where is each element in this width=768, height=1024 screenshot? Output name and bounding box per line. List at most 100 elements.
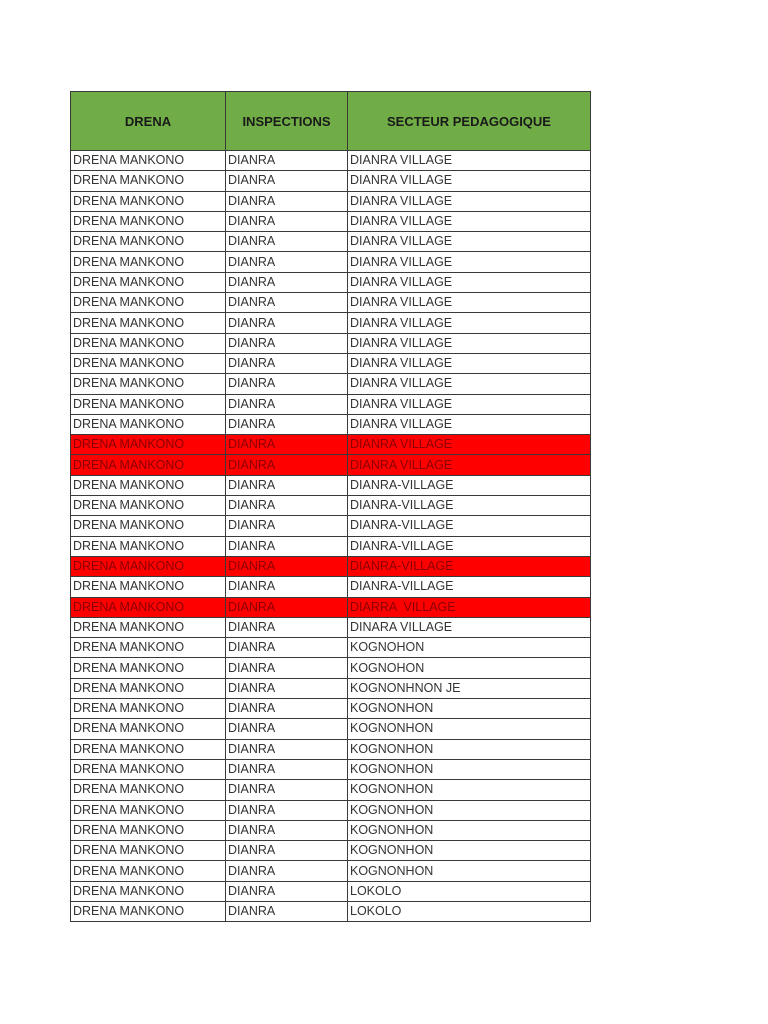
cell-secteur: DIANRA VILLAGE <box>347 149 591 172</box>
cell-secteur: DIANRA VILLAGE <box>347 434 591 456</box>
table-row: DRENA MANKONO DIANRA DIANRA VILLAGE <box>70 352 591 375</box>
cell-secteur: LOKOLO <box>347 900 591 923</box>
cell-drena: DRENA MANKONO <box>70 312 226 334</box>
table-row: DRENA MANKONO DIANRA DIANRA VILLAGE <box>70 271 591 294</box>
cell-inspection: DIANRA <box>225 637 348 659</box>
cell-inspection: DIANRA <box>225 149 348 172</box>
cell-drena: DRENA MANKONO <box>70 576 226 598</box>
cell-drena: DRENA MANKONO <box>70 657 226 679</box>
cell-secteur: DIARRA VILLAGE <box>347 596 591 618</box>
cell-secteur: DIANRA VILLAGE <box>347 251 591 273</box>
cell-drena: DRENA MANKONO <box>70 779 226 801</box>
cell-inspection: DIANRA <box>225 352 348 375</box>
cell-drena: DRENA MANKONO <box>70 596 226 618</box>
cell-inspection: DIANRA <box>225 657 348 679</box>
table-row: DRENA MANKONO DIANRA DIANRA VILLAGE <box>70 312 591 334</box>
cell-inspection: DIANRA <box>225 251 348 273</box>
cell-secteur: DIANRA VILLAGE <box>347 312 591 334</box>
table-row: DRENA MANKONO DIANRA DIANRA VILLAGE <box>70 292 591 314</box>
cell-secteur: KOGNONHON <box>347 840 591 862</box>
table-row: DRENA MANKONO DIANRA KOGNONHON <box>70 738 591 760</box>
cell-secteur: DIANRA VILLAGE <box>347 190 591 212</box>
cell-secteur: DIANRA VILLAGE <box>347 231 591 253</box>
cell-inspection: DIANRA <box>225 495 348 517</box>
table-row: DRENA MANKONO DIANRA DIANRA VILLAGE <box>70 332 591 354</box>
cell-drena: DRENA MANKONO <box>70 758 226 781</box>
table-row: DRENA MANKONO DIANRA DIANRA VILLAGE <box>70 149 591 172</box>
cell-drena: DRENA MANKONO <box>70 352 226 375</box>
cell-secteur: LOKOLO <box>347 880 591 902</box>
table-row: DRENA MANKONO DIANRA KOGNONHON <box>70 819 591 842</box>
table-row-highlighted: DRENA MANKONO DIANRA DIANRA VILLAGE <box>70 434 591 456</box>
cell-drena: DRENA MANKONO <box>70 332 226 354</box>
cell-secteur: KOGNOHON <box>347 657 591 679</box>
cell-drena: DRENA MANKONO <box>70 393 226 415</box>
table-row: DRENA MANKONO DIANRA DIANRA VILLAGE <box>70 231 591 253</box>
table-row-highlighted: DRENA MANKONO DIANRA DIARRA VILLAGE <box>70 596 591 618</box>
cell-secteur: DIANRA VILLAGE <box>347 454 591 476</box>
cell-secteur: KOGNONHON <box>347 718 591 740</box>
header-secteur-pedagogique: SECTEUR PEDAGOGIQUE <box>347 91 591 151</box>
cell-inspection: DIANRA <box>225 779 348 801</box>
cell-inspection: DIANRA <box>225 170 348 192</box>
cell-inspection: DIANRA <box>225 819 348 842</box>
cell-drena: DRENA MANKONO <box>70 190 226 212</box>
cell-inspection: DIANRA <box>225 677 348 700</box>
table-row: DRENA MANKONO DIANRA KOGNONHON <box>70 799 591 821</box>
cell-drena: DRENA MANKONO <box>70 840 226 862</box>
cell-drena: DRENA MANKONO <box>70 413 226 436</box>
table-row: DRENA MANKONO DIANRA KOGNONHON <box>70 698 591 720</box>
cell-inspection: DIANRA <box>225 758 348 781</box>
table-row: DRENA MANKONO DIANRA LOKOLO <box>70 900 591 923</box>
cell-drena: DRENA MANKONO <box>70 292 226 314</box>
cell-inspection: DIANRA <box>225 698 348 720</box>
table-row: DRENA MANKONO DIANRA DIANRA VILLAGE <box>70 190 591 212</box>
table-row: DRENA MANKONO DIANRA DIANRA VILLAGE <box>70 210 591 233</box>
cell-drena: DRENA MANKONO <box>70 616 226 639</box>
cell-drena: DRENA MANKONO <box>70 677 226 700</box>
cell-secteur: KOGNOHON <box>347 637 591 659</box>
cell-drena: DRENA MANKONO <box>70 474 226 497</box>
cell-secteur: DIANRA VILLAGE <box>347 373 591 395</box>
table-row: DRENA MANKONO DIANRA DIANRA VILLAGE <box>70 251 591 273</box>
cell-secteur: DIANRA VILLAGE <box>347 393 591 415</box>
table-row: DRENA MANKONO DIANRA DIANRA-VILLAGE <box>70 576 591 598</box>
cell-inspection: DIANRA <box>225 535 348 557</box>
table-row: DRENA MANKONO DIANRA KOGNOHON <box>70 637 591 659</box>
cell-secteur: DIANRA VILLAGE <box>347 413 591 436</box>
table-row: DRENA MANKONO DIANRA DIANRA-VILLAGE <box>70 515 591 537</box>
cell-drena: DRENA MANKONO <box>70 373 226 395</box>
cell-drena: DRENA MANKONO <box>70 210 226 233</box>
cell-secteur: KOGNONHON <box>347 758 591 781</box>
cell-inspection: DIANRA <box>225 312 348 334</box>
cell-inspection: DIANRA <box>225 332 348 354</box>
cell-secteur: DIANRA-VILLAGE <box>347 555 591 578</box>
table-row: DRENA MANKONO DIANRA KOGNONHON <box>70 718 591 740</box>
cell-inspection: DIANRA <box>225 454 348 476</box>
table-row: DRENA MANKONO DIANRA DIANRA-VILLAGE <box>70 495 591 517</box>
cell-secteur: KOGNONHON <box>347 738 591 760</box>
table-body: DRENA MANKONO DIANRA DIANRA VILLAGE DRENA M… <box>70 149 591 923</box>
table-row: DRENA MANKONO DIANRA DIANRA VILLAGE <box>70 413 591 436</box>
cell-secteur: DIANRA VILLAGE <box>347 332 591 354</box>
cell-drena: DRENA MANKONO <box>70 555 226 578</box>
cell-inspection: DIANRA <box>225 271 348 294</box>
header-drena: DRENA <box>70 91 226 151</box>
cell-inspection: DIANRA <box>225 596 348 618</box>
cell-inspection: DIANRA <box>225 880 348 902</box>
cell-inspection: DIANRA <box>225 231 348 253</box>
header-inspections: INSPECTIONS <box>225 91 348 151</box>
cell-inspection: DIANRA <box>225 474 348 497</box>
cell-inspection: DIANRA <box>225 555 348 578</box>
cell-drena: DRENA MANKONO <box>70 535 226 557</box>
cell-inspection: DIANRA <box>225 616 348 639</box>
table-row: DRENA MANKONO DIANRA KOGNONHON <box>70 860 591 882</box>
table-row: DRENA MANKONO DIANRA KOGNOHON <box>70 657 591 679</box>
table-row: DRENA MANKONO DIANRA DIANRA VILLAGE <box>70 170 591 192</box>
table-row: DRENA MANKONO DIANRA KOGNONHON <box>70 758 591 781</box>
cell-drena: DRENA MANKONO <box>70 698 226 720</box>
header-row: DRENA INSPECTIONS SECTEUR PEDAGOGIQUE <box>70 91 591 151</box>
table-row: DRENA MANKONO DIANRA KOGNONHON <box>70 840 591 862</box>
cell-inspection: DIANRA <box>225 393 348 415</box>
cell-secteur: DIANRA-VILLAGE <box>347 474 591 497</box>
